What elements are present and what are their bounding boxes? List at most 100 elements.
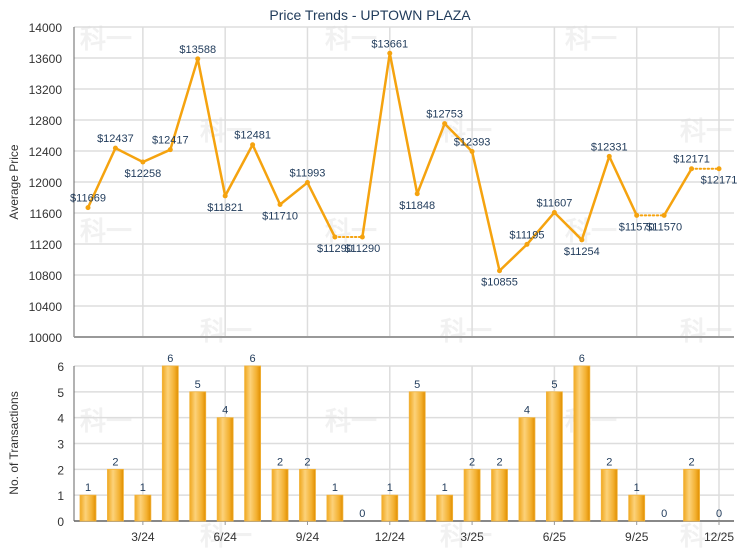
price-data-label: $12417 [152,135,189,147]
price-point [304,180,310,186]
transactions-data-label: 1 [332,482,338,494]
price-data-label: $12171 [701,175,738,187]
price-point [140,159,146,165]
price-data-label: $11290 [317,243,353,255]
price-data-label: $11570 [619,221,655,233]
price-point [277,201,283,207]
transactions-data-label: 2 [277,456,283,468]
transactions-bar [161,365,179,522]
transactions-bar [299,468,316,522]
price-point [167,147,173,153]
price-point [551,209,557,215]
price-y-tick-label: 11200 [30,238,63,252]
x-tick-label: 3/24 [131,530,155,544]
price-line-segment [608,155,638,217]
price-line-segment [306,181,337,239]
transactions-bar [189,391,207,522]
price-line-segment [223,143,254,198]
transactions-bar [244,365,262,522]
price-axes: 10000 10400 10800 11200 11600 12000 12400 12800… [29,21,734,345]
transactions-bar [518,417,536,522]
transactions-bar [216,417,234,522]
price-data-label: $12481 [234,130,271,142]
price-data-labels: $11669 $12437 $12258 $12417 $13588 $11821 $124… [70,38,737,288]
transactions-bar [545,391,563,522]
price-line-segment [415,122,446,196]
price-y-tick-label: 12400 [29,145,63,159]
watermark-text: 科一 [325,24,377,54]
price-point [606,153,612,159]
transactions-bar [683,468,700,522]
price-point [414,191,420,197]
transactions-y-tick-label: 6 [57,360,64,374]
price-data-label: $13661 [371,38,408,50]
price-line-segment [470,150,501,272]
price-point [661,212,667,218]
price-data-label: $11993 [290,168,326,180]
transactions-y-tick-label: 0 [57,515,64,529]
transactions-bar [79,494,97,522]
price-y-tick-label: 10800 [29,269,63,283]
transactions-data-label: 4 [222,405,228,417]
transactions-data-label: 2 [606,456,612,468]
watermark-text: 科一 [80,24,132,54]
price-data-label: $11607 [536,197,572,209]
watermark-text: 科一 [565,24,617,54]
transactions-bar [381,494,399,522]
price-point [716,166,722,172]
transactions-bar [628,494,646,522]
price-y-tick-label: 12000 [29,176,63,190]
x-tick-label: 12/24 [375,530,405,544]
transactions-y-tick-label: 4 [57,412,64,426]
transactions-data-label: 2 [689,456,695,468]
price-data-label: $12753 [426,109,463,121]
price-data-label: $12171 [673,154,710,166]
watermark-text: 科一 [565,406,617,436]
price-y-tick-label: 10000 [29,331,63,345]
transactions-bar [463,468,481,522]
transactions-data-label: 2 [304,456,310,468]
price-grid [74,26,734,338]
price-data-label: $11821 [207,202,243,214]
transactions-y-tick-label: 3 [57,438,64,452]
watermark-text: 科一 [200,521,252,550]
price-line-segment [580,155,611,242]
x-tick-label: 9/24 [296,530,320,544]
price-line-segment [86,146,117,209]
price-data-label: $11195 [509,229,544,241]
transactions-axes: 0 1 2 3 4 5 6 [57,360,734,529]
transactions-y-tick-label: 2 [57,463,64,477]
price-line-series [85,50,722,274]
price-line-segment [141,148,172,164]
watermark-text: 科一 [200,316,252,346]
price-point [524,241,530,247]
transactions-data-label: 1 [85,482,91,494]
transactions-y-tick-label: 5 [57,386,64,400]
transactions-data-label: 4 [524,405,530,417]
price-point [689,166,695,172]
transactions-bar [271,468,289,522]
transactions-bar [491,468,508,522]
transactions-data-label: 2 [496,456,502,468]
price-point [442,121,448,127]
x-tick-label: 3/25 [460,530,484,544]
price-point [250,142,256,148]
x-tick-label: 6/24 [213,530,237,544]
x-tick-label: 6/25 [543,530,567,544]
watermark-text: 科一 [325,406,377,436]
x-axis-ticks: 3/24 6/24 9/24 12/24 3/25 6/25 9/25 12/25 [131,521,734,544]
watermark-text: 科一 [440,316,492,346]
price-data-label: $11254 [564,246,600,258]
price-line-segment [169,57,199,151]
watermark-text: 科一 [680,316,732,346]
price-line-segment [525,211,556,246]
transactions-y-tick-label: 1 [57,489,64,503]
transactions-bar [436,494,454,522]
price-y-tick-label: 10400 [29,300,63,314]
price-y-tick-label: 13200 [29,83,63,97]
transactions-data-label: 0 [716,508,722,520]
price-data-label: $12437 [97,133,134,145]
price-point [579,237,585,243]
watermark-text: 科一 [680,521,732,550]
